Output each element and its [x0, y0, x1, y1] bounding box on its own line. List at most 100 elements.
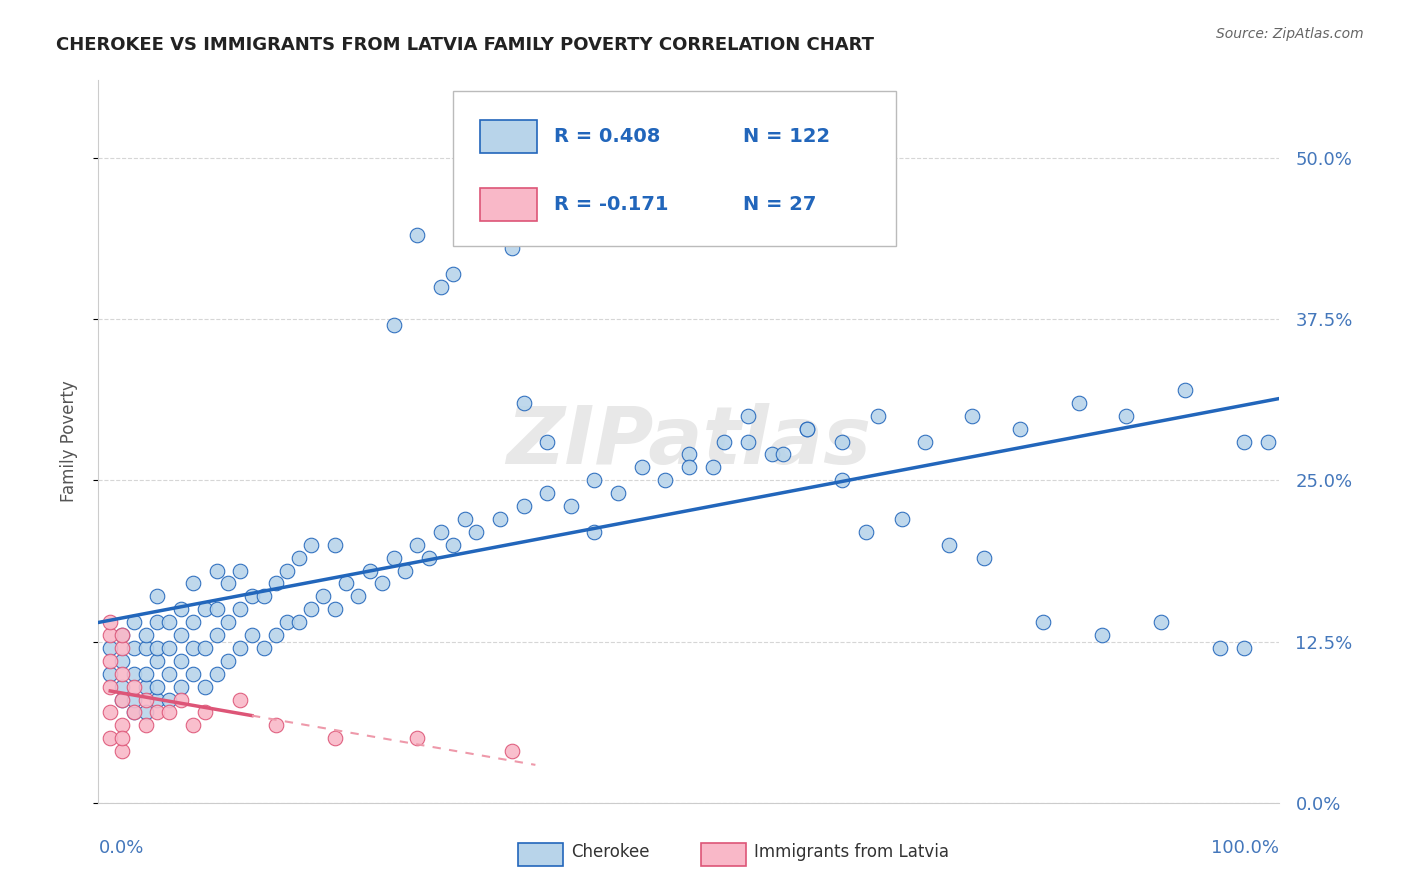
Point: [938, 538, 960, 552]
Point: [973, 550, 995, 565]
Point: [122, 615, 145, 630]
FancyBboxPatch shape: [479, 188, 537, 221]
Point: [382, 318, 405, 333]
Point: [111, 654, 134, 668]
Point: [217, 615, 239, 630]
Point: [98, 640, 121, 655]
Point: [536, 486, 558, 500]
Point: [170, 602, 193, 616]
Point: [501, 744, 523, 758]
Point: [122, 706, 145, 720]
Point: [170, 654, 193, 668]
Point: [146, 590, 169, 604]
Point: [394, 564, 416, 578]
Point: [98, 666, 121, 681]
Point: [98, 731, 121, 746]
Text: Source: ZipAtlas.com: Source: ZipAtlas.com: [1216, 27, 1364, 41]
Point: [229, 564, 252, 578]
Point: [135, 692, 157, 706]
Point: [240, 628, 263, 642]
Point: [962, 409, 984, 423]
Point: [229, 640, 252, 655]
Point: [135, 640, 157, 655]
Point: [737, 409, 759, 423]
Point: [205, 666, 228, 681]
Point: [217, 576, 239, 591]
Text: CHEROKEE VS IMMIGRANTS FROM LATVIA FAMILY POVERTY CORRELATION CHART: CHEROKEE VS IMMIGRANTS FROM LATVIA FAMIL…: [56, 36, 875, 54]
Point: [146, 615, 169, 630]
Point: [276, 564, 298, 578]
Point: [371, 576, 394, 591]
Point: [111, 731, 134, 746]
Point: [312, 590, 335, 604]
Point: [796, 422, 818, 436]
Point: [359, 564, 381, 578]
Point: [1257, 434, 1279, 449]
Point: [157, 666, 180, 681]
Point: [583, 524, 606, 539]
Text: R = -0.171: R = -0.171: [554, 195, 669, 214]
Point: [465, 524, 488, 539]
Point: [157, 692, 180, 706]
Point: [135, 680, 157, 694]
Point: [855, 524, 877, 539]
Point: [229, 692, 252, 706]
Point: [170, 628, 193, 642]
Point: [122, 706, 145, 720]
Point: [1233, 434, 1256, 449]
Point: [98, 615, 121, 630]
Point: [111, 744, 134, 758]
Point: [253, 590, 276, 604]
Point: [170, 680, 193, 694]
Point: [299, 602, 322, 616]
Point: [181, 576, 204, 591]
Point: [264, 628, 287, 642]
Point: [122, 666, 145, 681]
Point: [146, 706, 169, 720]
Point: [264, 718, 287, 732]
Point: [98, 680, 121, 694]
Point: [299, 538, 322, 552]
Point: [382, 550, 405, 565]
Point: [240, 590, 263, 604]
Point: [512, 396, 534, 410]
Point: [1008, 422, 1031, 436]
Point: [98, 628, 121, 642]
Point: [678, 447, 700, 461]
Point: [501, 241, 523, 255]
Text: Cherokee: Cherokee: [571, 843, 650, 861]
Point: [607, 486, 630, 500]
Point: [170, 692, 193, 706]
Text: Immigrants from Latvia: Immigrants from Latvia: [754, 843, 949, 861]
Point: [1067, 396, 1090, 410]
Point: [489, 512, 512, 526]
Point: [135, 628, 157, 642]
Point: [146, 680, 169, 694]
Point: [111, 628, 134, 642]
Point: [181, 666, 204, 681]
Point: [229, 602, 252, 616]
Point: [512, 499, 534, 513]
Point: [264, 576, 287, 591]
Point: [288, 615, 311, 630]
Point: [111, 640, 134, 655]
Point: [157, 640, 180, 655]
Point: [1115, 409, 1137, 423]
Point: [181, 615, 204, 630]
Point: [477, 151, 499, 165]
Text: R = 0.408: R = 0.408: [554, 127, 661, 146]
Point: [702, 460, 724, 475]
Point: [630, 460, 652, 475]
Point: [1233, 640, 1256, 655]
Point: [122, 680, 145, 694]
FancyBboxPatch shape: [517, 843, 562, 866]
Point: [111, 666, 134, 681]
Point: [866, 409, 889, 423]
Point: [135, 706, 157, 720]
Point: [335, 576, 357, 591]
Point: [111, 718, 134, 732]
Text: N = 122: N = 122: [744, 127, 831, 146]
Point: [430, 524, 453, 539]
Point: [157, 615, 180, 630]
Point: [323, 538, 346, 552]
